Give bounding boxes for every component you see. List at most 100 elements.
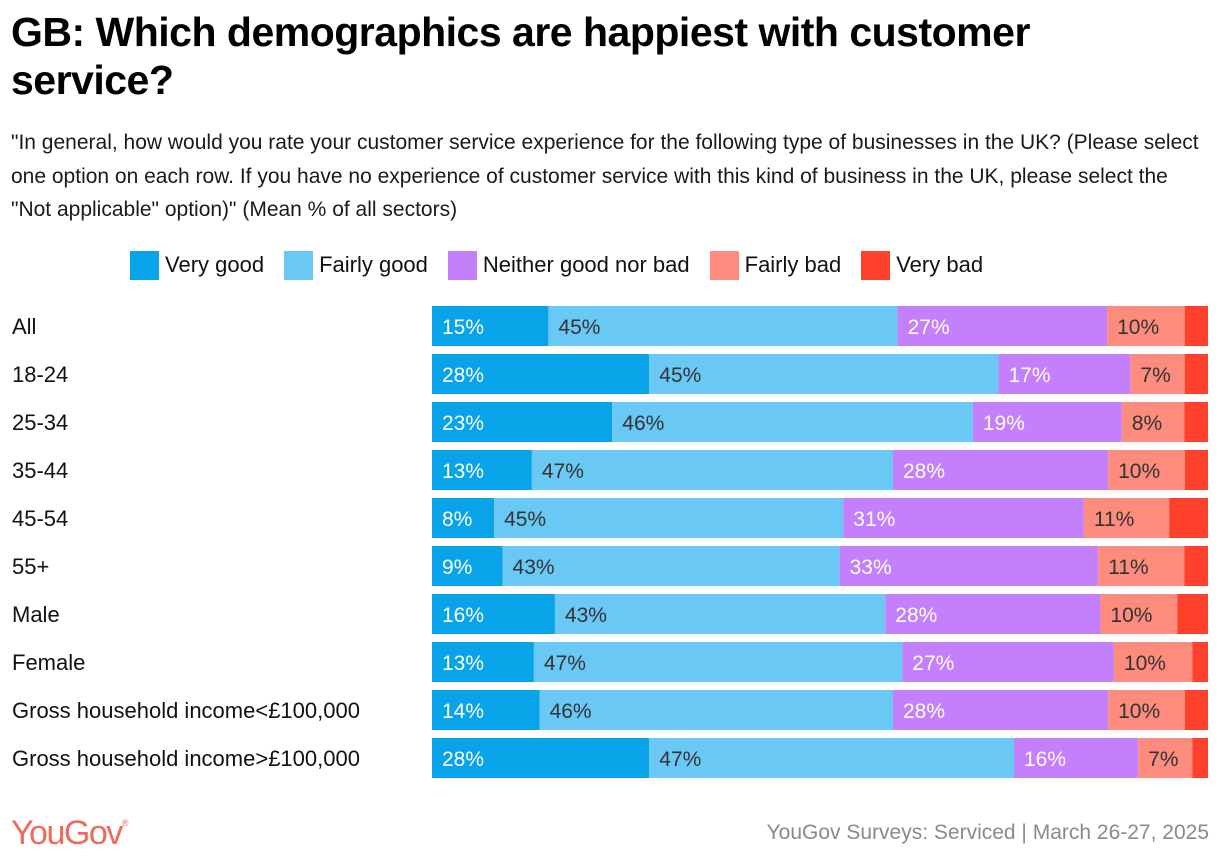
bar-segment-fairly-good xyxy=(533,642,903,682)
data-label-neither-good-nor-bad: 28% xyxy=(903,700,945,723)
bar-row-45-54: 45-54 8% 45% 31% 11% xyxy=(12,498,1208,538)
data-label-fairly-bad: 8% xyxy=(1132,412,1162,435)
data-label-fairly-bad: 11% xyxy=(1108,556,1148,579)
bar-segment-very-bad xyxy=(1184,354,1208,394)
data-label-very-good: 16% xyxy=(442,604,484,627)
bar-row-female: Female 13% 47% 27% 10% xyxy=(12,642,1208,682)
category-label: Female xyxy=(12,650,85,675)
data-label-fairly-good: 45% xyxy=(504,508,546,531)
registered-mark: ® xyxy=(121,818,129,828)
bar-row-35-44: 35-44 13% 47% 28% 10% xyxy=(12,450,1208,490)
bar-segment-fairly-bad xyxy=(1108,450,1185,490)
legend-item-fairly-good: Fairly good xyxy=(284,250,428,280)
data-label-fairly-good: 45% xyxy=(659,364,701,387)
data-label-neither-good-nor-bad: 27% xyxy=(908,316,950,339)
bar-segment-fairly-bad xyxy=(1121,402,1185,442)
legend: Very good Fairly good Neither good nor bad… xyxy=(130,250,1003,280)
bar-segment-fairly-good xyxy=(494,498,844,538)
stacked-bar-chart: All 15% 45% 27% 10% 18-24 28% 45% 17% 7% 25-34 23% 4… xyxy=(12,306,1208,778)
category-label: Gross household income>£100,000 xyxy=(12,746,360,771)
data-label-fairly-bad: 10% xyxy=(1117,316,1159,339)
data-label-very-good: 15% xyxy=(442,316,484,339)
bar-row-male: Male 16% 43% 28% 10% xyxy=(12,594,1208,634)
data-label-neither-good-nor-bad: 16% xyxy=(1024,748,1066,771)
bar-segment-neither-good-nor-bad xyxy=(998,354,1131,394)
bar-segment-neither-good-nor-bad xyxy=(1014,738,1139,778)
bar-segment-very-good xyxy=(432,498,495,538)
bar-segment-neither-good-nor-bad xyxy=(892,450,1109,490)
bar-segment-neither-good-nor-bad xyxy=(892,690,1109,730)
bar-segment-fairly-bad xyxy=(1130,354,1185,394)
legend-label: Neither good nor bad xyxy=(482,252,690,277)
legend-item-neither-good-nor-bad: Neither good nor bad xyxy=(447,250,690,280)
bar-segment-very-good xyxy=(432,306,549,346)
bar-segment-very-good xyxy=(432,546,503,586)
bar-segment-fairly-good xyxy=(502,546,840,586)
legend-swatch xyxy=(447,250,477,280)
bar-segment-fairly-good xyxy=(548,306,898,346)
data-label-neither-good-nor-bad: 17% xyxy=(1008,364,1050,387)
bar-row-gross-household-income-100-000: Gross household income>£100,000 28% 47% 16%… xyxy=(12,738,1208,778)
data-label-fairly-good: 43% xyxy=(565,604,607,627)
data-label-fairly-bad: 10% xyxy=(1118,700,1160,723)
bar-segment-neither-good-nor-bad xyxy=(885,594,1101,634)
data-label-fairly-good: 46% xyxy=(550,700,592,723)
bar-segment-very-bad xyxy=(1184,306,1208,346)
bar-segment-very-good xyxy=(432,594,555,634)
data-label-very-good: 13% xyxy=(442,460,484,483)
bar-segment-very-bad xyxy=(1169,498,1208,538)
bar-segment-fairly-bad xyxy=(1113,642,1193,682)
data-label-neither-good-nor-bad: 27% xyxy=(912,652,954,675)
data-label-neither-good-nor-bad: 33% xyxy=(850,556,892,579)
category-label: 55+ xyxy=(12,554,49,579)
bar-row-18-24: 18-24 28% 45% 17% 7% xyxy=(12,354,1208,394)
data-label-very-good: 14% xyxy=(442,700,484,723)
bar-segment-very-good xyxy=(432,642,534,682)
bar-row-all: All 15% 45% 27% 10% xyxy=(12,306,1208,346)
legend-item-very-bad: Very bad xyxy=(861,250,984,280)
data-label-fairly-bad: 7% xyxy=(1148,748,1178,771)
bar-segment-fairly-bad xyxy=(1083,498,1170,538)
logo-text: YouGov xyxy=(11,814,123,852)
data-label-neither-good-nor-bad: 19% xyxy=(983,412,1025,435)
bar-row-55: 55+ 9% 43% 33% 11% xyxy=(12,546,1208,586)
bar-segment-fairly-good xyxy=(612,402,973,442)
data-label-very-good: 28% xyxy=(442,748,484,771)
legend-label: Very bad xyxy=(896,252,984,277)
bar-segment-neither-good-nor-bad xyxy=(843,498,1084,538)
category-label: Male xyxy=(12,602,60,627)
category-label: 45-54 xyxy=(12,506,68,531)
legend-swatch xyxy=(284,250,314,280)
legend-item-very-good: Very good xyxy=(130,250,265,280)
category-label: 25-34 xyxy=(12,410,68,435)
bar-segment-fairly-good xyxy=(649,738,1014,778)
data-label-fairly-good: 45% xyxy=(558,316,600,339)
category-label: 35-44 xyxy=(12,458,68,483)
data-label-fairly-bad: 10% xyxy=(1124,652,1166,675)
legend-swatch xyxy=(130,250,159,280)
chart-subtitle: "In general, how would you rate your cus… xyxy=(11,131,1199,221)
bar-segment-very-bad xyxy=(1184,546,1208,586)
bar-segment-fairly-bad xyxy=(1100,594,1178,634)
category-label: 18-24 xyxy=(12,362,68,387)
bar-segment-neither-good-nor-bad xyxy=(972,402,1122,442)
chart-title: GB: Which demographics are happiest with… xyxy=(11,9,1030,103)
bar-row-25-34: 25-34 23% 46% 19% 8% xyxy=(12,402,1208,442)
data-label-neither-good-nor-bad: 28% xyxy=(895,604,937,627)
bar-segment-fairly-good xyxy=(554,594,886,634)
bar-segment-neither-good-nor-bad xyxy=(902,642,1114,682)
legend-label: Very good xyxy=(165,252,265,277)
data-label-fairly-good: 47% xyxy=(544,652,586,675)
bar-segment-neither-good-nor-bad xyxy=(839,546,1099,586)
data-label-very-good: 9% xyxy=(442,556,472,579)
data-label-fairly-bad: 10% xyxy=(1110,604,1152,627)
bar-segment-fairly-good xyxy=(649,354,999,394)
legend-label: Fairly bad xyxy=(744,252,842,277)
category-label: All xyxy=(12,314,36,339)
data-label-fairly-good: 43% xyxy=(513,556,555,579)
bar-segment-very-good xyxy=(432,450,532,490)
bar-segment-very-bad xyxy=(1184,690,1208,730)
bar-segment-very-bad xyxy=(1177,594,1208,634)
yougov-logo: YouGov® xyxy=(11,814,128,853)
data-label-very-good: 23% xyxy=(442,412,484,435)
